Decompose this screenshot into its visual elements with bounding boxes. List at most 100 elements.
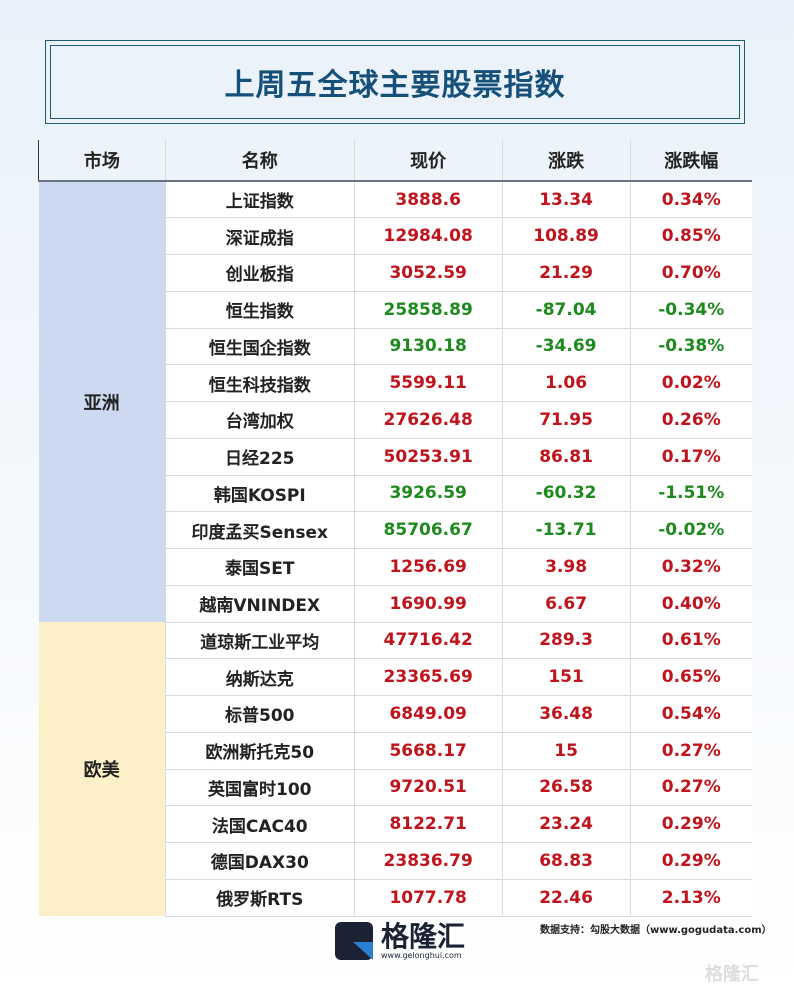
title-box: 上周五全球主要股票指数 bbox=[45, 40, 745, 124]
header-pct: 涨跌幅 bbox=[629, 140, 752, 182]
index-pct: 0.32% bbox=[629, 548, 752, 586]
index-price: 3926.59 bbox=[353, 475, 503, 513]
index-price: 23365.69 bbox=[353, 658, 503, 696]
index-change: 36.48 bbox=[501, 695, 631, 733]
logo-text: 格隆汇 bbox=[381, 919, 466, 953]
header-name: 名称 bbox=[164, 140, 355, 182]
index-name: 越南VNINDEX bbox=[164, 585, 355, 623]
table-row: 创业板指 3052.59 21.29 0.70% bbox=[39, 254, 752, 292]
index-name: 恒生国企指数 bbox=[164, 328, 355, 366]
index-change: 6.67 bbox=[501, 585, 631, 623]
index-pct: 0.85% bbox=[629, 217, 752, 255]
index-price: 85706.67 bbox=[353, 511, 503, 549]
index-change: 151 bbox=[501, 658, 631, 696]
table-row: 印度孟买Sensex 85706.67 -13.71 -0.02% bbox=[39, 511, 752, 549]
index-change: -60.32 bbox=[501, 475, 631, 513]
index-price: 6849.09 bbox=[353, 695, 503, 733]
index-change: 26.58 bbox=[501, 769, 631, 807]
table-row: 标普500 6849.09 36.48 0.54% bbox=[39, 695, 752, 733]
index-price: 9130.18 bbox=[353, 328, 503, 366]
index-change: 13.34 bbox=[501, 181, 631, 219]
index-pct: -0.34% bbox=[629, 291, 752, 329]
index-change: 3.98 bbox=[501, 548, 631, 586]
page-title: 上周五全球主要股票指数 bbox=[50, 45, 740, 119]
table-row: 恒生科技指数 5599.11 1.06 0.02% bbox=[39, 364, 752, 402]
index-name: 法国CAC40 bbox=[164, 805, 355, 843]
index-name: 上证指数 bbox=[164, 181, 355, 219]
index-pct: 0.26% bbox=[629, 401, 752, 439]
header-price: 现价 bbox=[353, 140, 503, 182]
index-name: 恒生科技指数 bbox=[164, 364, 355, 402]
index-change: 23.24 bbox=[501, 805, 631, 843]
table-row: 英国富时100 9720.51 26.58 0.27% bbox=[39, 769, 752, 807]
table-row: 德国DAX30 23836.79 68.83 0.29% bbox=[39, 842, 752, 880]
watermark: 格隆汇 bbox=[705, 964, 759, 985]
table-row: 深证成指 12984.08 108.89 0.85% bbox=[39, 217, 752, 255]
index-change: 86.81 bbox=[501, 438, 631, 476]
index-price: 27626.48 bbox=[353, 401, 503, 439]
index-price: 1690.99 bbox=[353, 585, 503, 623]
index-change: 21.29 bbox=[501, 254, 631, 292]
index-change: 108.89 bbox=[501, 217, 631, 255]
index-price: 3888.6 bbox=[353, 181, 503, 219]
table-row: 亚洲 上证指数 3888.6 13.34 0.34% bbox=[38, 181, 752, 622]
index-price: 5599.11 bbox=[353, 364, 503, 402]
index-change: -87.04 bbox=[501, 291, 631, 329]
table-row: 恒生国企指数 9130.18 -34.69 -0.38% bbox=[39, 328, 752, 366]
index-pct: -0.38% bbox=[629, 328, 752, 366]
index-price: 23836.79 bbox=[353, 842, 503, 880]
index-price: 1077.78 bbox=[353, 879, 503, 917]
index-name: 欧洲斯托克50 bbox=[164, 732, 355, 770]
logo-url: www.gelonghui.com bbox=[381, 950, 462, 960]
index-pct: 0.29% bbox=[629, 805, 752, 843]
index-name: 韩国KOSPI bbox=[164, 475, 355, 513]
index-price: 12984.08 bbox=[353, 217, 503, 255]
index-name: 英国富时100 bbox=[164, 769, 355, 807]
index-change: 289.3 bbox=[501, 622, 631, 660]
index-table: 市场 名称 现价 涨跌 涨跌幅 亚洲 上证指数 3888.6 13.34 0.34% 深证… bbox=[38, 140, 752, 917]
table-row: 欧洲斯托克50 5668.17 15 0.27% bbox=[39, 732, 752, 770]
index-name: 德国DAX30 bbox=[164, 842, 355, 880]
index-price: 5668.17 bbox=[353, 732, 503, 770]
table-row: 台湾加权 27626.48 71.95 0.26% bbox=[39, 401, 752, 439]
header-row: 市场 名称 现价 涨跌 涨跌幅 bbox=[38, 140, 752, 182]
index-change: 22.46 bbox=[501, 879, 631, 917]
index-pct: 0.40% bbox=[629, 585, 752, 623]
index-change: 71.95 bbox=[501, 401, 631, 439]
index-price: 3052.59 bbox=[353, 254, 503, 292]
index-change: -13.71 bbox=[501, 511, 631, 549]
index-pct: 0.17% bbox=[629, 438, 752, 476]
index-name: 俄罗斯RTS bbox=[164, 879, 355, 917]
index-price: 25858.89 bbox=[353, 291, 503, 329]
index-name: 创业板指 bbox=[164, 254, 355, 292]
table-row: 日经225 50253.91 86.81 0.17% bbox=[39, 438, 752, 476]
table-row: 俄罗斯RTS 1077.78 22.46 2.13% bbox=[39, 879, 752, 917]
table-row: 恒生指数 25858.89 -87.04 -0.34% bbox=[39, 291, 752, 329]
index-name: 台湾加权 bbox=[164, 401, 355, 439]
index-pct: -0.02% bbox=[629, 511, 752, 549]
table-row: 纳斯达克 23365.69 151 0.65% bbox=[39, 658, 752, 696]
index-change: 68.83 bbox=[501, 842, 631, 880]
index-pct: 0.61% bbox=[629, 622, 752, 660]
gelonghui-logo: 格隆汇 www.gelonghui.com bbox=[335, 922, 465, 960]
index-name: 泰国SET bbox=[164, 548, 355, 586]
market-cell: 亚洲 bbox=[38, 181, 166, 622]
index-price: 1256.69 bbox=[353, 548, 503, 586]
table-row: 法国CAC40 8122.71 23.24 0.29% bbox=[39, 805, 752, 843]
table-row: 韩国KOSPI 3926.59 -60.32 -1.51% bbox=[39, 475, 752, 513]
table-row: 泰国SET 1256.69 3.98 0.32% bbox=[39, 548, 752, 586]
index-pct: 0.27% bbox=[629, 769, 752, 807]
index-pct: 2.13% bbox=[629, 879, 752, 917]
table-row: 越南VNINDEX 1690.99 6.67 0.40% bbox=[39, 585, 752, 623]
index-change: 15 bbox=[501, 732, 631, 770]
index-pct: 0.02% bbox=[629, 364, 752, 402]
logo-g-icon bbox=[335, 922, 373, 960]
index-pct: 0.70% bbox=[629, 254, 752, 292]
index-pct: 0.29% bbox=[629, 842, 752, 880]
index-price: 9720.51 bbox=[353, 769, 503, 807]
index-price: 8122.71 bbox=[353, 805, 503, 843]
index-pct: 0.27% bbox=[629, 732, 752, 770]
index-name: 日经225 bbox=[164, 438, 355, 476]
index-change: -34.69 bbox=[501, 328, 631, 366]
index-name: 标普500 bbox=[164, 695, 355, 733]
